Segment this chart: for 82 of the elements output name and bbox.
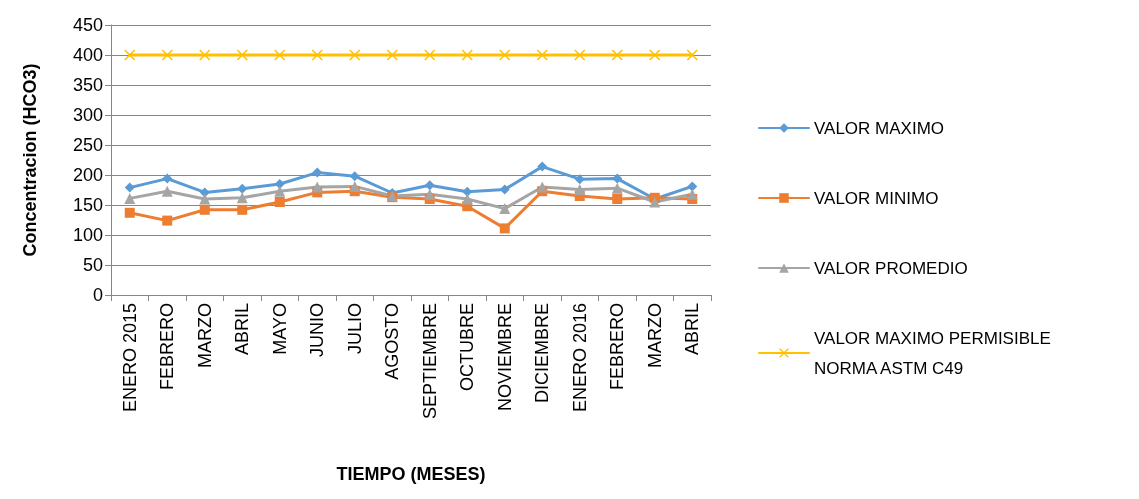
x-tick-label: SEPTIEMBRE bbox=[419, 303, 440, 420]
x-tick-label: ABRIL bbox=[232, 303, 253, 356]
y-tick-label: 200 bbox=[72, 165, 103, 185]
point bbox=[312, 167, 323, 178]
point bbox=[124, 207, 135, 218]
point bbox=[124, 49, 136, 61]
x-tick-label: NOVIEMBRE bbox=[494, 303, 515, 412]
point bbox=[499, 223, 510, 234]
point bbox=[162, 215, 173, 226]
point bbox=[124, 182, 135, 193]
y-tick-label: 350 bbox=[72, 75, 103, 95]
point bbox=[686, 49, 698, 61]
point bbox=[349, 49, 361, 61]
point bbox=[199, 193, 211, 205]
y-tick-label: 250 bbox=[72, 135, 103, 155]
x-tick-label: MAYO bbox=[269, 303, 290, 355]
point bbox=[162, 173, 173, 184]
y-tick-label: 150 bbox=[72, 195, 103, 215]
x-tick-label: ENERO 2016 bbox=[569, 303, 590, 413]
y-tick-label: 400 bbox=[72, 45, 103, 65]
point bbox=[499, 184, 510, 195]
legend-label: VALOR PROMEDIO bbox=[814, 258, 968, 278]
point bbox=[199, 187, 210, 198]
point bbox=[461, 49, 473, 61]
point bbox=[424, 188, 436, 200]
point bbox=[237, 204, 248, 215]
point bbox=[424, 49, 436, 61]
x-tick-label: DICIEMBRE bbox=[532, 303, 553, 404]
point bbox=[161, 49, 173, 61]
point bbox=[349, 171, 360, 182]
point bbox=[424, 180, 435, 191]
point bbox=[574, 183, 586, 195]
point bbox=[574, 174, 585, 185]
x-tick-label: FEBRERO bbox=[157, 303, 178, 391]
x-tick-label: ABRIL bbox=[682, 303, 703, 356]
point bbox=[499, 203, 511, 215]
x-tick-label: ENERO 2015 bbox=[119, 303, 140, 413]
point bbox=[649, 49, 661, 61]
point bbox=[686, 188, 698, 200]
point bbox=[199, 49, 211, 61]
point bbox=[612, 194, 623, 204]
y-tick-label: 300 bbox=[72, 105, 103, 125]
point bbox=[649, 196, 661, 208]
legend-label: VALOR MAXIMO bbox=[814, 118, 945, 138]
y-tick-label: 100 bbox=[72, 225, 103, 245]
point bbox=[574, 49, 586, 61]
y-axis-title: Concentracion (HCO3) bbox=[20, 63, 40, 257]
point bbox=[536, 181, 548, 193]
x-tick-label: MARZO bbox=[194, 303, 215, 368]
point bbox=[274, 197, 285, 207]
point bbox=[386, 49, 398, 61]
legend-label: VALOR MAXIMO PERMISIBLE NORMA ASTM C49 bbox=[814, 328, 1056, 378]
x-tick-label: JULIO bbox=[344, 303, 365, 355]
point bbox=[274, 185, 286, 197]
y-tick-label: 450 bbox=[72, 15, 103, 35]
y-tick-label: 50 bbox=[82, 255, 103, 275]
point bbox=[236, 49, 248, 61]
x-tick-label: OCTUBRE bbox=[457, 303, 478, 392]
x-tick-label: FEBRERO bbox=[607, 303, 628, 391]
point bbox=[537, 161, 548, 172]
legend-label: VALOR MINIMO bbox=[814, 188, 939, 208]
point bbox=[124, 192, 136, 204]
point bbox=[536, 49, 548, 61]
point bbox=[311, 181, 323, 193]
point bbox=[237, 183, 248, 194]
point bbox=[612, 173, 623, 184]
point bbox=[236, 192, 248, 204]
x-tick-label: MARZO bbox=[644, 303, 665, 368]
y-tick-label: 0 bbox=[92, 285, 103, 305]
x-tick-label: JUNIO bbox=[307, 303, 328, 357]
point bbox=[199, 204, 210, 215]
point bbox=[611, 49, 623, 61]
point bbox=[161, 185, 173, 197]
point bbox=[311, 49, 323, 61]
point bbox=[687, 181, 698, 192]
point bbox=[274, 49, 286, 61]
point bbox=[461, 193, 473, 205]
x-axis-title: TIEMPO (MESES) bbox=[336, 464, 486, 484]
x-tick-label: AGOSTO bbox=[382, 303, 403, 380]
point bbox=[349, 180, 361, 192]
point bbox=[611, 182, 623, 194]
point bbox=[499, 49, 511, 61]
